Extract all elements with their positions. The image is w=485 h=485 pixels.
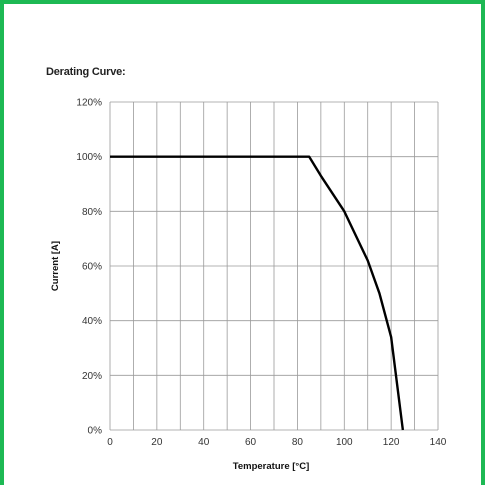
x-tick-label: 40 bbox=[198, 437, 210, 448]
x-tick-label: 0 bbox=[107, 437, 113, 448]
y-tick-label: 80% bbox=[82, 207, 102, 218]
chart-title: Derating Curve: bbox=[46, 66, 126, 78]
y-tick-label: 0% bbox=[88, 426, 103, 437]
y-axis-label: Current [A] bbox=[50, 241, 61, 291]
y-tick-label: 120% bbox=[76, 98, 102, 109]
x-tick-label: 60 bbox=[245, 437, 257, 448]
x-tick-label: 100 bbox=[336, 437, 353, 448]
y-tick-label: 60% bbox=[82, 262, 102, 273]
y-tick-label: 40% bbox=[82, 316, 102, 327]
x-tick-label: 120 bbox=[383, 437, 400, 448]
x-tick-label: 20 bbox=[151, 437, 163, 448]
y-tick-label: 100% bbox=[76, 152, 102, 163]
x-tick-label: 80 bbox=[292, 437, 304, 448]
y-tick-label: 20% bbox=[82, 371, 102, 382]
series bbox=[110, 155, 405, 431]
tick-labels: 0% 20% 40% 60% 80% 100% 120% 0 20 40 60 80 100 120 140 bbox=[76, 98, 446, 449]
x-tick-label: 140 bbox=[430, 437, 447, 448]
derating-curve-line bbox=[110, 155, 405, 431]
grid-lines bbox=[109, 101, 439, 431]
x-axis-label: Temperature [°C] bbox=[233, 461, 309, 472]
